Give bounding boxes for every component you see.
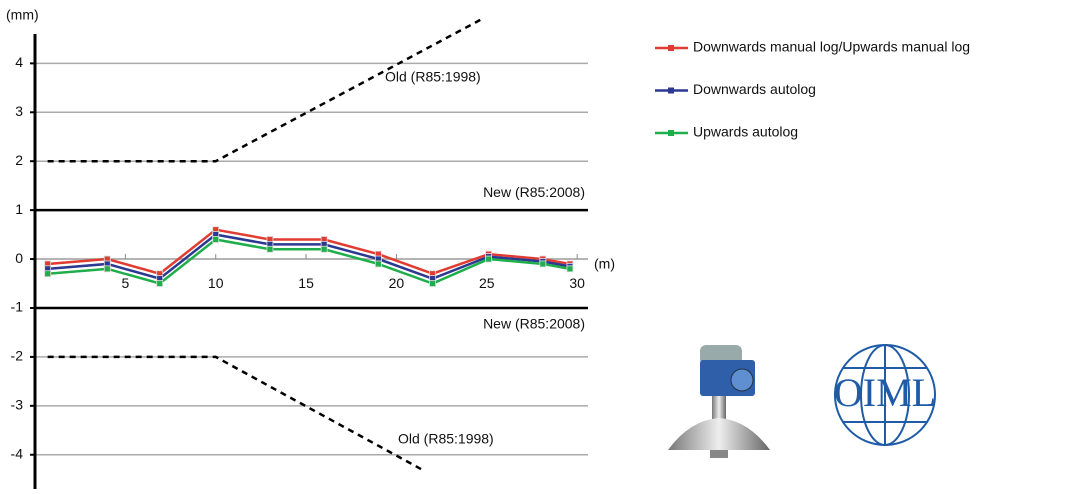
limit-label: New (R85:2008) [483,184,585,200]
point [157,281,163,287]
y-tick-label: -4 [11,445,24,461]
limit-label: Old (R85:1998) [398,431,494,447]
y-tick-label: 4 [15,54,23,70]
point [213,236,219,242]
y-tick-label: 2 [15,152,23,168]
point [267,246,273,252]
y-unit: (mm) [6,7,39,23]
y-tick-label: -2 [11,348,24,364]
page: OIML (mm) (m) -4 -3 -2 -1 0 1 2 3 4 5 10 15 20 25 30 Ol… [0,0,1083,494]
limit-line [48,357,422,470]
chart: OIML (mm) (m) -4 -3 -2 -1 0 1 2 3 4 5 10 15 20 25 30 Ol… [0,0,1083,489]
point [104,266,110,272]
x-tick-label: 30 [569,275,585,291]
point [375,261,381,267]
point [430,281,436,287]
point [45,271,51,277]
y-tick-label: -1 [11,299,24,315]
limit-label: Old (R85:1998) [385,69,481,85]
legend-label: Downwards autolog [693,81,816,97]
legend-marker [668,130,674,136]
limit-label: New (R85:2008) [483,316,585,332]
legend-label: Downwards manual log/Upwards manual log [693,39,970,55]
point [540,261,546,267]
point [321,246,327,252]
legend-marker [668,88,674,94]
y-tick-label: -3 [11,397,24,413]
legend-label: Upwards autolog [693,124,798,140]
y-tick-label: 0 [15,250,23,266]
x-tick-label: 10 [208,275,224,291]
logo-text: OIML [834,370,936,415]
limit-line [48,19,482,161]
y-tick-label: 1 [15,201,23,217]
x-tick-label: 15 [298,275,314,291]
x-unit: (m) [594,256,615,272]
x-tick-label: 5 [121,275,129,291]
gauge-image [668,345,770,458]
point [486,256,492,262]
y-tick-label: 3 [15,103,23,119]
x-tick-label: 25 [479,275,495,291]
point [567,266,573,272]
legend-marker [668,45,674,51]
x-tick-label: 20 [389,275,405,291]
